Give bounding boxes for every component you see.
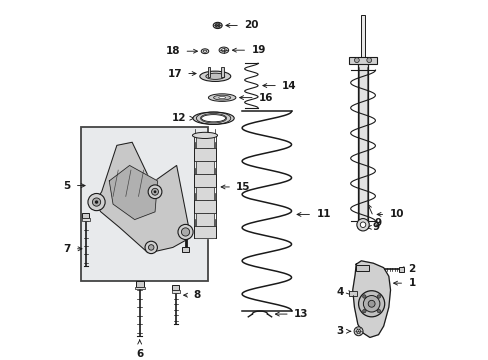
FancyBboxPatch shape	[82, 213, 89, 218]
FancyBboxPatch shape	[182, 247, 188, 252]
Text: 2: 2	[407, 264, 415, 274]
Circle shape	[356, 219, 368, 231]
FancyBboxPatch shape	[135, 287, 144, 289]
Circle shape	[145, 241, 157, 253]
Ellipse shape	[208, 94, 235, 102]
Text: 5: 5	[63, 181, 70, 190]
Circle shape	[148, 185, 162, 199]
Ellipse shape	[200, 71, 230, 81]
Text: 7: 7	[63, 244, 70, 254]
FancyBboxPatch shape	[361, 15, 364, 63]
Circle shape	[151, 188, 158, 195]
Polygon shape	[95, 142, 190, 253]
Text: 15: 15	[236, 182, 250, 192]
Polygon shape	[195, 187, 214, 200]
Circle shape	[360, 222, 365, 228]
Polygon shape	[194, 174, 216, 187]
Text: 12: 12	[171, 113, 186, 123]
Circle shape	[363, 296, 379, 312]
FancyBboxPatch shape	[357, 63, 367, 228]
Ellipse shape	[213, 22, 222, 28]
Polygon shape	[195, 135, 214, 148]
FancyBboxPatch shape	[171, 290, 180, 293]
Text: 6: 6	[136, 350, 143, 360]
Text: 11: 11	[316, 210, 330, 220]
Circle shape	[353, 327, 362, 336]
Polygon shape	[195, 161, 214, 174]
Text: 18: 18	[165, 46, 180, 56]
Polygon shape	[194, 200, 216, 213]
Circle shape	[362, 295, 366, 298]
FancyBboxPatch shape	[81, 127, 208, 282]
Ellipse shape	[218, 96, 225, 99]
Text: 8: 8	[193, 290, 201, 300]
Circle shape	[356, 329, 360, 333]
Circle shape	[354, 58, 359, 63]
Ellipse shape	[193, 112, 234, 125]
Ellipse shape	[192, 132, 217, 139]
Circle shape	[88, 193, 105, 211]
FancyBboxPatch shape	[207, 67, 210, 77]
Text: 3: 3	[336, 326, 343, 336]
Ellipse shape	[203, 50, 206, 52]
Ellipse shape	[213, 95, 230, 100]
Circle shape	[148, 245, 154, 250]
FancyBboxPatch shape	[81, 218, 90, 221]
Polygon shape	[109, 166, 157, 220]
Circle shape	[376, 295, 380, 298]
Circle shape	[153, 190, 156, 193]
Polygon shape	[352, 261, 390, 337]
Text: 9: 9	[371, 222, 379, 232]
Text: 19: 19	[251, 45, 265, 55]
Circle shape	[366, 58, 371, 63]
Text: 20: 20	[244, 21, 258, 31]
Polygon shape	[195, 213, 214, 226]
FancyBboxPatch shape	[172, 285, 179, 290]
Ellipse shape	[201, 49, 208, 54]
Circle shape	[92, 198, 101, 206]
Circle shape	[358, 291, 384, 317]
Ellipse shape	[219, 47, 228, 53]
Polygon shape	[194, 148, 216, 161]
Ellipse shape	[201, 114, 225, 122]
Text: 9: 9	[374, 218, 381, 228]
Circle shape	[362, 309, 366, 313]
FancyBboxPatch shape	[221, 67, 224, 77]
Polygon shape	[194, 232, 215, 238]
Text: 1: 1	[407, 278, 415, 288]
Circle shape	[367, 300, 374, 307]
Text: 10: 10	[389, 210, 403, 220]
FancyBboxPatch shape	[348, 291, 356, 296]
Text: 14: 14	[282, 81, 296, 91]
FancyBboxPatch shape	[136, 281, 143, 287]
Polygon shape	[194, 226, 216, 238]
Text: 13: 13	[293, 309, 308, 319]
Circle shape	[181, 228, 189, 236]
Ellipse shape	[205, 73, 224, 80]
Circle shape	[376, 309, 380, 313]
FancyBboxPatch shape	[348, 57, 376, 64]
Ellipse shape	[215, 24, 220, 27]
Text: 4: 4	[335, 287, 343, 297]
FancyBboxPatch shape	[398, 267, 403, 272]
Text: 16: 16	[259, 93, 273, 103]
Text: 17: 17	[167, 68, 182, 78]
FancyBboxPatch shape	[355, 265, 368, 271]
Circle shape	[95, 201, 98, 204]
Ellipse shape	[221, 49, 226, 52]
Circle shape	[178, 224, 193, 239]
